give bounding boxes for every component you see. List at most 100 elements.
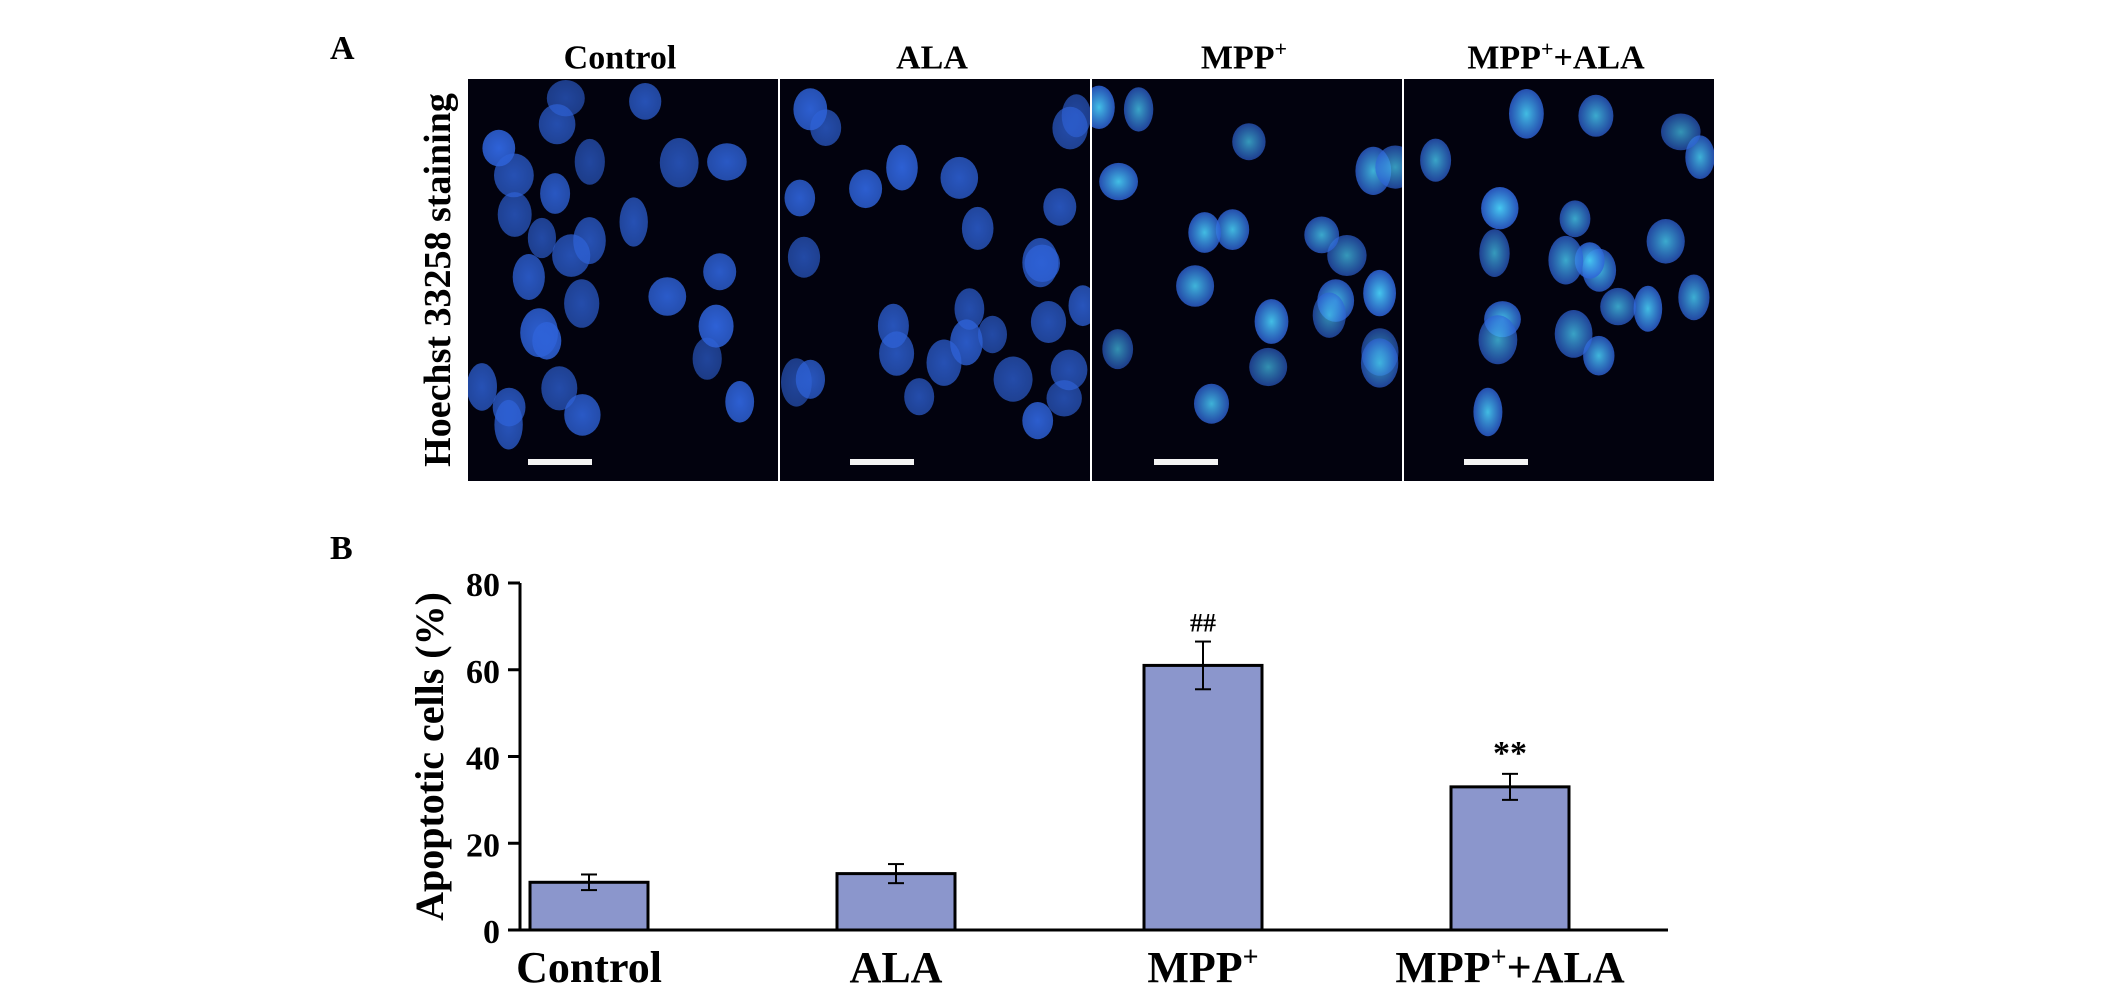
cell-nucleus	[546, 80, 585, 117]
cell-nucleus	[993, 356, 1033, 402]
cell-nucleus	[1022, 402, 1054, 440]
bar-3	[1449, 785, 1571, 932]
cell-nucleus	[703, 253, 737, 291]
micrograph-control	[468, 79, 778, 481]
cell-nucleus	[1578, 94, 1614, 137]
y-tick-label: 80	[466, 567, 500, 604]
cell-nucleus	[1232, 123, 1266, 161]
micrograph-mpp-ala	[1404, 79, 1714, 481]
panel-b-label: B	[330, 530, 353, 567]
cell-nucleus	[629, 83, 662, 120]
micrograph-header-control: Control	[563, 39, 677, 77]
cell-nucleus	[1068, 285, 1090, 327]
cell-nucleus	[1481, 187, 1519, 230]
cell-nucleus	[552, 234, 591, 277]
cell-nucleus	[810, 109, 842, 146]
cell-nucleus	[1678, 274, 1710, 321]
panel-a-label: A	[330, 30, 355, 67]
cell-nucleus	[978, 315, 1007, 354]
x-tick-label: Control	[516, 943, 662, 992]
cell-nucleus	[692, 337, 722, 380]
cell-nucleus	[1375, 145, 1402, 189]
x-tick-label: ALA	[850, 943, 943, 992]
bar-2	[1142, 663, 1264, 932]
cell-nucleus	[1478, 315, 1518, 365]
cell-nucleus	[1194, 383, 1229, 424]
cell-nucleus	[1360, 338, 1399, 388]
nuclei-image	[781, 88, 1090, 440]
cell-nucleus	[707, 143, 747, 181]
y-tick-label: 40	[466, 741, 500, 778]
cell-nucleus	[1123, 87, 1154, 132]
cell-nucleus	[659, 138, 699, 188]
cell-nucleus	[725, 381, 755, 423]
cell-nucleus	[849, 169, 883, 209]
nuclei-image	[1420, 89, 1714, 437]
x-tick-label: MPP+	[1147, 942, 1258, 992]
y-axis-label: Apoptotic cells (%)	[407, 592, 452, 921]
cell-nucleus	[1304, 216, 1340, 254]
cell-nucleus	[1188, 212, 1221, 253]
cell-nucleus	[1327, 235, 1367, 276]
cell-nucleus	[950, 319, 983, 366]
y-tick-label: 20	[466, 827, 500, 864]
cell-nucleus	[468, 363, 497, 411]
cell-nucleus	[1050, 349, 1088, 391]
cell-nucleus	[940, 156, 979, 199]
cell-nucleus	[1554, 310, 1593, 358]
cell-nucleus	[877, 303, 909, 349]
cell-nucleus	[886, 144, 918, 191]
cell-nucleus	[1509, 89, 1544, 139]
cell-nucleus	[1030, 301, 1067, 343]
cell-nucleus	[1022, 238, 1059, 288]
scale-bar	[1464, 459, 1528, 465]
cell-nucleus	[494, 153, 534, 198]
significance-mark: **	[1493, 735, 1527, 772]
cell-nucleus	[1661, 113, 1701, 151]
micrograph-ala	[780, 79, 1090, 481]
cell-nucleus	[1215, 209, 1250, 251]
y-tick-label: 60	[466, 654, 500, 691]
scale-bar	[1154, 459, 1218, 465]
scale-bar	[850, 459, 914, 465]
significance-mark: ##	[1190, 609, 1216, 638]
cell-nucleus	[1312, 292, 1346, 338]
cell-nucleus	[795, 359, 825, 399]
cell-nucleus	[1254, 299, 1289, 344]
micrograph-header-ala: ALA	[896, 39, 968, 77]
cell-nucleus	[512, 254, 545, 300]
cell-nucleus	[1092, 85, 1115, 129]
cell-nucleus	[540, 173, 571, 214]
cell-nucleus	[527, 217, 556, 259]
cell-nucleus	[1473, 387, 1503, 437]
nuclei-image	[468, 80, 755, 450]
cell-nucleus	[1420, 138, 1452, 182]
cell-nucleus	[904, 378, 935, 416]
cell-nucleus	[541, 366, 578, 411]
cell-nucleus	[787, 236, 821, 278]
cell-nucleus	[1249, 347, 1288, 387]
micrograph-header-mpp-ala: MPP++ALA	[1467, 36, 1645, 77]
cell-nucleus	[532, 322, 562, 360]
scale-bar	[528, 459, 592, 465]
cell-nucleus	[1099, 162, 1138, 201]
cell-nucleus	[1043, 188, 1077, 226]
cell-nucleus	[1052, 106, 1088, 150]
cell-nucleus	[1176, 265, 1215, 307]
cell-nucleus	[1583, 335, 1615, 376]
cell-nucleus	[497, 192, 532, 237]
cell-nucleus	[564, 394, 601, 436]
cell-nucleus	[1559, 200, 1591, 238]
cell-nucleus	[784, 179, 816, 217]
cell-nucleus	[1574, 242, 1605, 279]
cell-nucleus	[954, 288, 985, 330]
cell-nucleus	[1548, 235, 1584, 285]
cell-nucleus	[1600, 287, 1636, 326]
cell-nucleus	[1646, 219, 1685, 264]
cell-nucleus	[1479, 229, 1510, 277]
micrograph-mpp	[1092, 79, 1402, 481]
cell-nucleus	[1363, 269, 1396, 317]
cell-nucleus	[1046, 380, 1082, 417]
micrograph-header-mpp: MPP+	[1200, 36, 1288, 77]
